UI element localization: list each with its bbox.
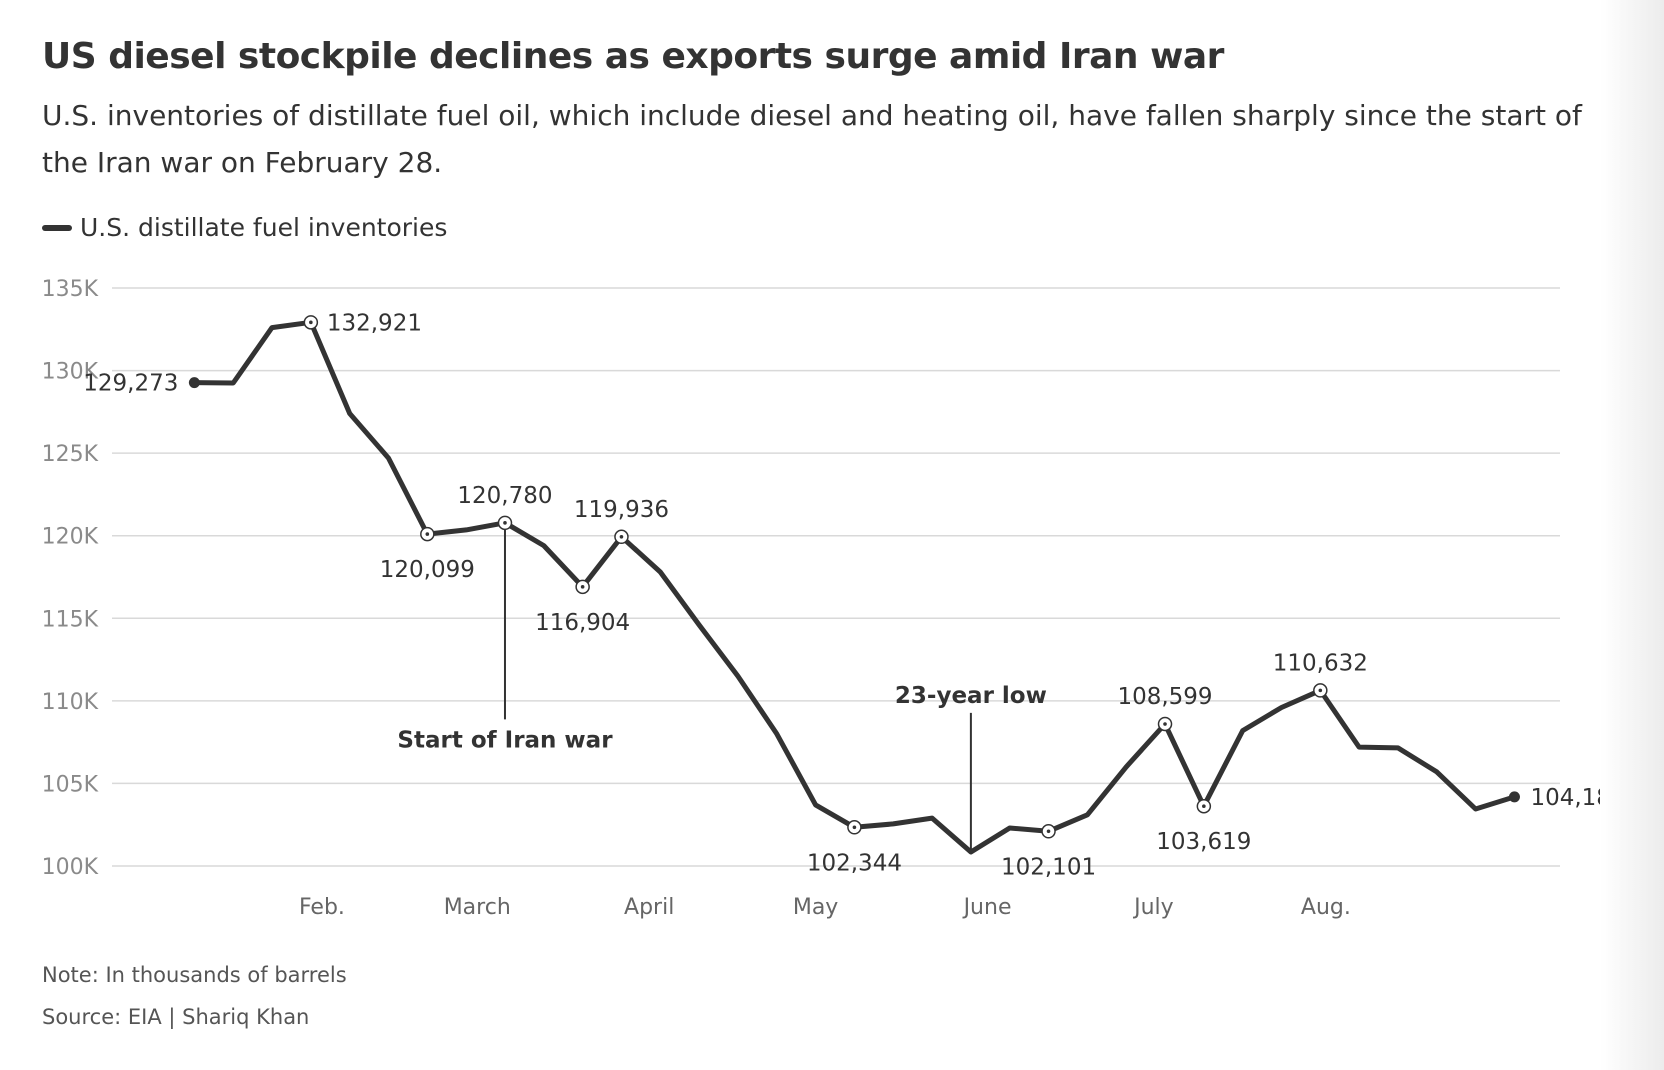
- chart-title: US diesel stockpile declines as exports …: [42, 36, 1224, 77]
- y-tick-label: 120K: [42, 525, 99, 550]
- x-tick-label: July: [1132, 895, 1174, 920]
- chart-source: Source: EIA | Shariq Khan: [42, 1005, 310, 1029]
- data-point-marker-dot: [852, 825, 857, 830]
- x-tick-label: Aug.: [1301, 895, 1351, 920]
- y-tick-label: 135K: [42, 277, 99, 302]
- annotation-label: 23-year low: [895, 683, 1047, 709]
- data-label: 102,101: [1001, 854, 1096, 880]
- annotation-label: Start of Iran war: [397, 727, 613, 753]
- chart-subtitle: U.S. inventories of distillate fuel oil,…: [42, 99, 1582, 179]
- series-line: [191, 319, 1517, 855]
- data-point-marker-dot: [619, 534, 624, 539]
- legend-line-swatch: [42, 224, 72, 231]
- data-point-marker-dot: [425, 532, 430, 536]
- data-label: 120,780: [457, 483, 552, 509]
- data-label: 102,344: [807, 850, 902, 876]
- data-point-marker-dot: [580, 585, 585, 589]
- x-tick-label: April: [624, 895, 674, 920]
- x-tick-label: Feb.: [299, 895, 345, 920]
- data-point-marker-dot: [1163, 722, 1167, 726]
- x-tick-label: June: [962, 895, 1012, 920]
- x-tick-label: March: [444, 895, 511, 920]
- data-point-marker-dot: [309, 320, 313, 325]
- data-label: 132,921: [327, 310, 422, 336]
- data-label: 116,904: [535, 610, 630, 636]
- data-label: 110,632: [1273, 650, 1368, 676]
- chart-note: Note: In thousands of barrels: [42, 963, 347, 987]
- data-point-marker-dot: [1318, 688, 1323, 693]
- y-tick-label: 130K: [42, 360, 99, 385]
- y-tick-label: 115K: [42, 607, 99, 632]
- data-point-marker: [1508, 791, 1520, 803]
- data-label: 120,099: [380, 557, 475, 583]
- y-tick-label: 110K: [42, 690, 99, 715]
- data-label: 108,599: [1117, 684, 1212, 710]
- y-tick-label: 100K: [42, 855, 99, 880]
- data-point-marker-dot: [1046, 829, 1051, 834]
- y-tick-label: 105K: [42, 772, 99, 797]
- y-tick-label: 125K: [42, 442, 99, 467]
- data-label: 129,273: [83, 371, 178, 397]
- data-point-marker: [188, 377, 200, 389]
- legend-label: U.S. distillate fuel inventories: [80, 213, 448, 242]
- data-label: 103,619: [1156, 829, 1251, 855]
- data-point-marker-dot: [1202, 804, 1206, 809]
- x-tick-label: May: [793, 895, 838, 920]
- data-point-marker-dot: [503, 521, 507, 525]
- data-label: 119,936: [574, 497, 669, 523]
- page-edge-shade: [1600, 0, 1664, 1070]
- line-chart: 135K 130K 125K 120K 115K 110K 105K 100K Feb. Marc…: [42, 277, 1600, 920]
- chart-legend: U.S. distillate fuel inventories: [42, 213, 447, 242]
- data-label: 104,187: [1530, 785, 1600, 811]
